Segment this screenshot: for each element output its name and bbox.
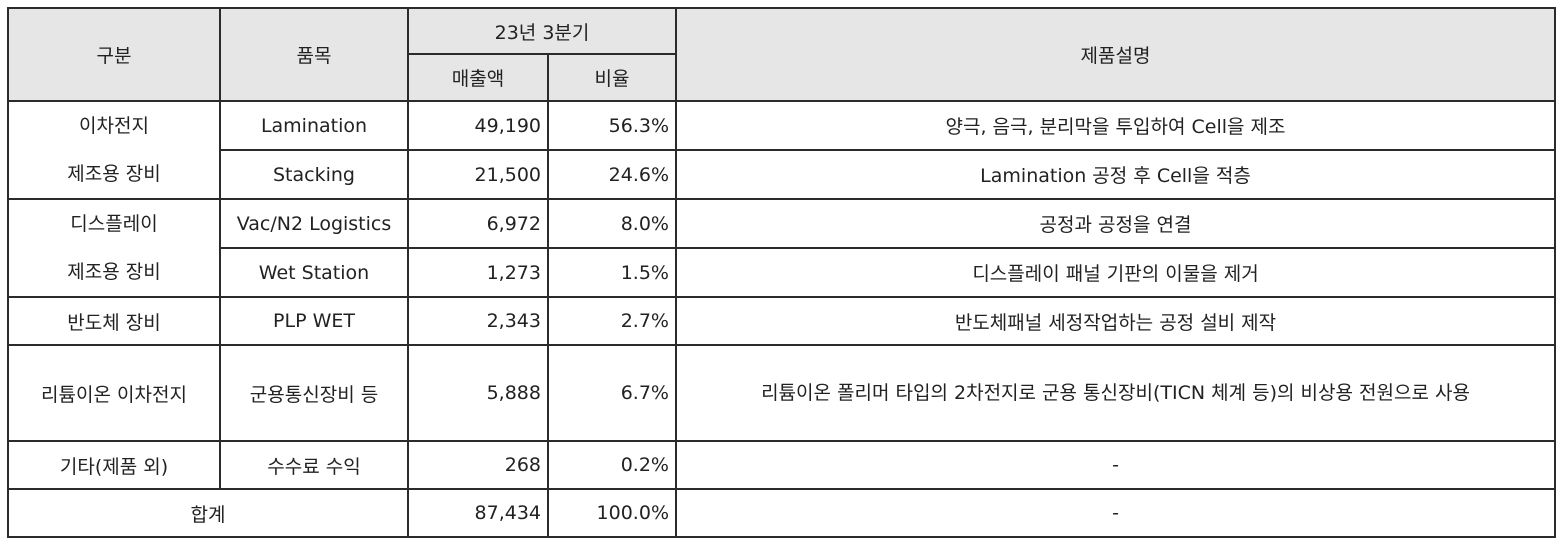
total-row: 합계 87,434 100.0% - bbox=[7, 488, 1556, 538]
category-line: 디스플레이 bbox=[70, 213, 158, 235]
table-row: 기타(제품 외) 수수료 수익 268 0.2% - bbox=[7, 440, 1556, 490]
table-row: 이차전지 제조용 장비 Lamination 49,190 56.3% 양극, … bbox=[7, 100, 1556, 200]
sales-cell: 6,972 bbox=[407, 198, 549, 249]
product-sales-table-container: 구분 품목 23년 3분기 제품설명 매출액 비율 이차전지 제조용 장비 La… bbox=[7, 7, 1556, 538]
total-ratio: 100.0% bbox=[547, 488, 677, 538]
category-line: 제조용 장비 bbox=[67, 261, 161, 283]
item-cell: Vac/N2 Logistics bbox=[219, 198, 409, 249]
header-row-2: 매출액 비율 bbox=[8, 53, 1555, 102]
header-period: 23년 3분기 bbox=[407, 7, 677, 55]
ratio-cell: 56.3% bbox=[547, 100, 677, 151]
total-label: 합계 bbox=[7, 488, 409, 538]
description-cell: 공정과 공정을 연결 bbox=[675, 198, 1556, 249]
header-item: 품목 bbox=[219, 7, 409, 102]
sales-cell: 5,888 bbox=[407, 344, 549, 442]
sales-cell: 49,190 bbox=[407, 100, 549, 151]
ratio-cell: 8.0% bbox=[547, 198, 677, 249]
description-cell: Lamination 공정 후 Cell을 적층 bbox=[675, 149, 1556, 200]
category-cell: 이차전지 제조용 장비 bbox=[7, 100, 221, 200]
sales-cell: 268 bbox=[407, 440, 549, 490]
header-ratio: 비율 bbox=[547, 53, 677, 102]
item-cell: Wet Station bbox=[219, 247, 409, 298]
sales-cell: 21,500 bbox=[407, 149, 549, 200]
description-cell: 리튬이온 폴리머 타입의 2차전지로 군용 통신장비(TICN 체계 등)의 비… bbox=[675, 344, 1556, 442]
table-row: 리튬이온 이차전지 군용통신장비 등 5,888 6.7% 리튬이온 폴리머 타… bbox=[7, 344, 1556, 442]
ratio-cell: 2.7% bbox=[547, 296, 677, 346]
sales-cell: 1,273 bbox=[407, 247, 549, 298]
category-line: 제조용 장비 bbox=[67, 163, 161, 185]
header-sales: 매출액 bbox=[407, 53, 549, 102]
description-cell: - bbox=[675, 440, 1556, 490]
ratio-cell: 24.6% bbox=[547, 149, 677, 200]
table-row: 디스플레이 제조용 장비 Vac/N2 Logistics 6,972 8.0%… bbox=[7, 198, 1556, 298]
ratio-cell: 0.2% bbox=[547, 440, 677, 490]
header-category: 구분 bbox=[7, 7, 221, 102]
item-cell: Lamination bbox=[219, 100, 409, 151]
item-cell: Stacking bbox=[219, 149, 409, 200]
description-cell: 반도체패널 세정작업하는 공정 설비 제작 bbox=[675, 296, 1556, 346]
table-row: 반도체 장비 PLP WET 2,343 2.7% 반도체패널 세정작업하는 공… bbox=[7, 296, 1556, 346]
product-sales-table: 구분 품목 23년 3분기 제품설명 매출액 비율 이차전지 제조용 장비 La… bbox=[7, 7, 1556, 538]
table-row: Wet Station 1,273 1.5% 디스플레이 패널 기판의 이물을 … bbox=[8, 247, 1556, 298]
item-cell: PLP WET bbox=[219, 296, 409, 346]
category-cell: 기타(제품 외) bbox=[7, 440, 221, 490]
description-cell: 양극, 음극, 분리막을 투입하여 Cell을 제조 bbox=[675, 100, 1556, 151]
sales-cell: 2,343 bbox=[407, 296, 549, 346]
category-cell: 디스플레이 제조용 장비 bbox=[7, 198, 221, 298]
table-row: Stacking 21,500 24.6% Lamination 공정 후 Ce… bbox=[8, 149, 1556, 200]
total-sales: 87,434 bbox=[407, 488, 549, 538]
item-cell: 군용통신장비 등 bbox=[219, 344, 409, 442]
item-cell: 수수료 수익 bbox=[219, 440, 409, 490]
total-description: - bbox=[675, 488, 1556, 538]
description-cell: 디스플레이 패널 기판의 이물을 제거 bbox=[675, 247, 1556, 298]
ratio-cell: 1.5% bbox=[547, 247, 677, 298]
header-description: 제품설명 bbox=[675, 7, 1556, 102]
category-cell: 반도체 장비 bbox=[7, 296, 221, 346]
category-cell: 리튬이온 이차전지 bbox=[7, 344, 221, 442]
header-row-1: 구분 품목 23년 3분기 제품설명 bbox=[7, 7, 1556, 102]
ratio-cell: 6.7% bbox=[547, 344, 677, 442]
category-line: 이차전지 bbox=[79, 115, 149, 137]
